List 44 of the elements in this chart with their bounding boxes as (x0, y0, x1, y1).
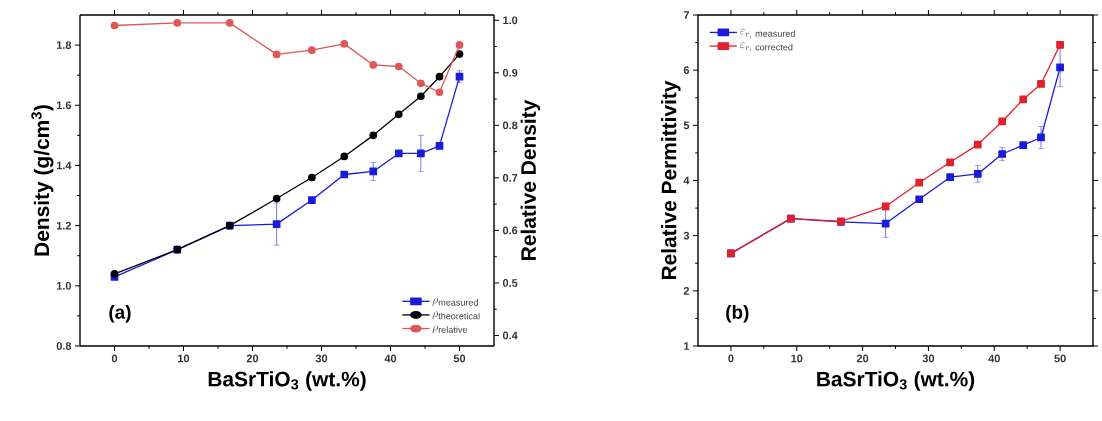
y2-tick-label: 0.6 (502, 226, 518, 235)
x-axis-title: BaSrTiO$_{3}$ (wt.%) (817, 371, 975, 391)
x-tick-label: 40 (988, 354, 1000, 363)
x-tick-label: 10 (178, 354, 190, 363)
y-axis-title: Relative Permittivity (661, 80, 681, 280)
legend-label: $\varepsilon_{r,\ \mathrm{measured}}$ (739, 28, 795, 39)
x-tick-label: 50 (453, 354, 466, 363)
x-tick-label: 0 (728, 354, 734, 363)
legend-label: $\rho_{\mathrm{theoretical}}$ (432, 311, 480, 320)
x-tick-label: 30 (315, 354, 328, 363)
y2-tick-label: 0.5 (502, 279, 518, 287)
legend-label: $\rho_{\mathrm{measured}}$ (432, 297, 478, 306)
y-axis-title: Density (g/cm$^{3}$) (31, 105, 54, 256)
y-tick-label: 1.8 (56, 41, 72, 49)
annotation: (a) (109, 304, 131, 323)
y2-tick-label: 1.0 (503, 16, 518, 25)
y2-tick-label: 0.7 (502, 174, 518, 182)
y-tick-label: 5 (683, 121, 690, 130)
x-tick-label: 40 (384, 354, 397, 363)
y-tick-label: 1.6 (56, 101, 72, 110)
y2-tick-label: 0.9 (502, 68, 518, 77)
legend-label: $\varepsilon_{r,\ \mathrm{corrected}}$ (739, 42, 793, 53)
legend-label: $\rho_{\mathrm{relative}}$ (432, 325, 468, 333)
x-tick-label: 20 (856, 354, 869, 363)
y2-tick-label: 0.4 (502, 331, 518, 340)
annotation: (b) (726, 304, 749, 323)
y-tick-label: 0.8 (56, 342, 72, 350)
y-tick-label: 6 (683, 66, 690, 75)
y-tick-label: 3 (683, 231, 690, 240)
x-axis-title: BaSrTiO$_{3}$ (wt.%) (208, 371, 366, 391)
y-tick-label: 1 (684, 342, 690, 350)
y-tick-label: 2 (683, 287, 690, 295)
y-tick-label: 4 (683, 176, 690, 185)
y-tick-label: 1.0 (56, 281, 72, 290)
y2-tick-label: 0.8 (502, 121, 518, 130)
x-tick-label: 0 (111, 354, 118, 363)
y-tick-label: 1.4 (56, 161, 72, 170)
x-tick-label: 50 (1054, 354, 1066, 363)
x-tick-label: 30 (922, 354, 935, 363)
x-tick-label: 10 (791, 354, 803, 363)
y-tick-label: 7 (683, 11, 689, 19)
x-tick-label: 20 (246, 354, 259, 363)
y2-axis-title: Relative Density (520, 99, 541, 260)
y-tick-label: 1.2 (56, 221, 72, 230)
